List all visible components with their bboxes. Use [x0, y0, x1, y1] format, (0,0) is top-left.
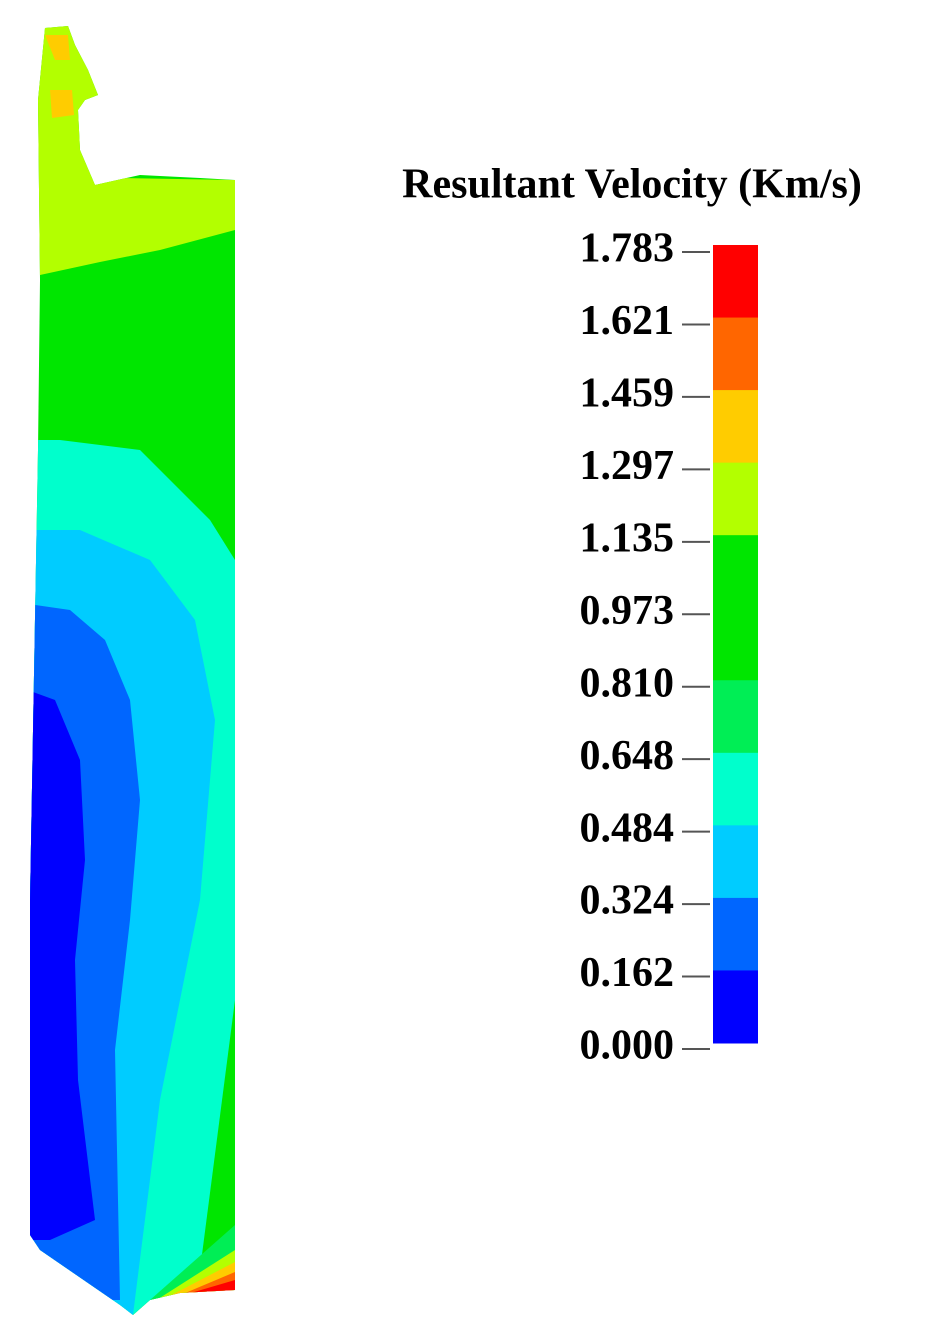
tick-label: 0.810 — [580, 660, 675, 706]
colorbar-band — [713, 607, 758, 681]
tick-label: 0.324 — [580, 878, 675, 924]
region-lime — [30, 26, 235, 275]
tick-label: 1.459 — [580, 371, 675, 417]
tick-label: 1.297 — [580, 443, 675, 489]
colorbar-band — [713, 317, 758, 391]
contour-plot — [30, 26, 235, 1315]
tick-label: 0.648 — [580, 733, 675, 779]
region-deepblue — [30, 680, 95, 1240]
colorbar-band — [713, 680, 758, 754]
colorbar-band — [713, 752, 758, 826]
tick-label: 0.484 — [580, 805, 675, 851]
colorbar-band — [713, 535, 758, 609]
tick-label: 1.135 — [580, 515, 675, 561]
colorbar-band — [713, 462, 758, 536]
tick-label: 0.973 — [580, 588, 675, 634]
tick-label: 0.000 — [580, 1023, 675, 1069]
tick-label: 1.783 — [580, 226, 675, 272]
colorbar-band — [713, 897, 758, 971]
colorbar-band — [713, 245, 758, 319]
colorbar-band — [713, 390, 758, 464]
colorbar-band — [713, 825, 758, 899]
tick-label: 1.621 — [580, 298, 675, 344]
region-yellow — [45, 35, 74, 118]
tick-label: 0.162 — [580, 950, 675, 996]
colorbar-band — [713, 970, 758, 1044]
legend-title: Resultant Velocity (Km/s) — [402, 162, 862, 208]
